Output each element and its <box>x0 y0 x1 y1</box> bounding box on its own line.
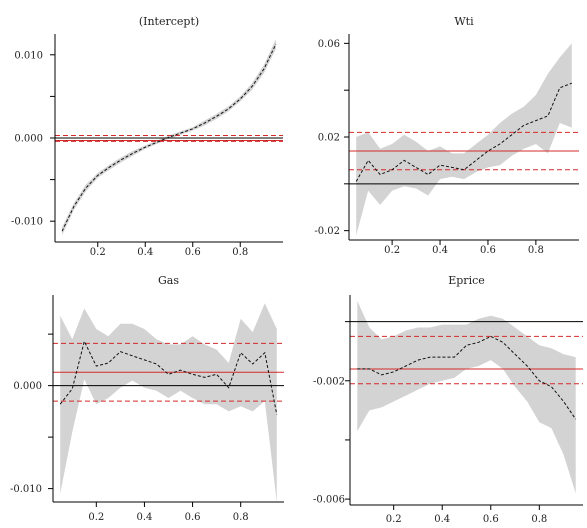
y-tick-label: 0.000 <box>13 381 42 392</box>
x-tick-label: 0.4 <box>434 514 450 525</box>
panel-eprice: Eprice 0.2 0.4 0.6 0.8 -0.006 -0.002 <box>313 274 583 525</box>
y-tick-label: 0.000 <box>14 134 43 145</box>
confidence-band <box>357 300 576 494</box>
panel-title: Eprice <box>448 274 485 287</box>
quantile-estimate-line <box>355 82 572 182</box>
quantile-estimate-line <box>357 335 577 420</box>
panel-title: Wti <box>454 15 474 28</box>
x-tick-label: 0.6 <box>185 512 201 523</box>
x-tick-label: 0.6 <box>185 247 201 258</box>
confidence-band <box>60 303 277 502</box>
y-tick-label: -0.002 <box>313 376 345 387</box>
y-tick-label: 0.02 <box>318 133 340 144</box>
x-tick-label: 0.2 <box>88 512 104 523</box>
quantile-estimate-line <box>59 339 278 415</box>
panel-intercept: (Intercept) 0.2 0.4 0.6 0.8 -0.010 0.000 0.010 <box>11 15 283 258</box>
x-tick-label: 0.8 <box>232 247 248 258</box>
panel-title: (Intercept) <box>139 15 199 28</box>
x-tick-label: 0.2 <box>384 245 400 256</box>
x-tick-label: 0.8 <box>531 514 547 525</box>
confidence-band <box>356 43 572 236</box>
x-tick-label: 0.8 <box>233 512 249 523</box>
y-tick-label: -0.02 <box>314 226 340 237</box>
panel-gas: Gas 0.2 0.4 0.6 0.8 -0.010 0.000 <box>10 274 284 523</box>
y-tick-label: 0.010 <box>14 50 43 61</box>
y-tick-label: 0.06 <box>318 39 340 50</box>
quantile-estimate-line <box>61 43 277 232</box>
x-tick-label: 0.4 <box>136 512 152 523</box>
x-tick-label: 0.4 <box>432 245 448 256</box>
x-tick-label: 0.6 <box>480 245 496 256</box>
x-tick-label: 0.6 <box>483 514 499 525</box>
x-tick-label: 0.4 <box>137 247 153 258</box>
panel-title: Gas <box>158 274 179 287</box>
x-tick-label: 0.2 <box>90 247 106 258</box>
x-tick-label: 0.2 <box>386 514 402 525</box>
y-tick-label: -0.010 <box>10 484 42 495</box>
y-tick-label: -0.006 <box>313 495 345 506</box>
panel-wti: Wti 0.2 0.4 0.6 0.8 -0.02 0.02 0.06 <box>314 15 579 256</box>
x-tick-label: 0.8 <box>528 245 544 256</box>
y-tick-label: -0.010 <box>11 217 43 228</box>
